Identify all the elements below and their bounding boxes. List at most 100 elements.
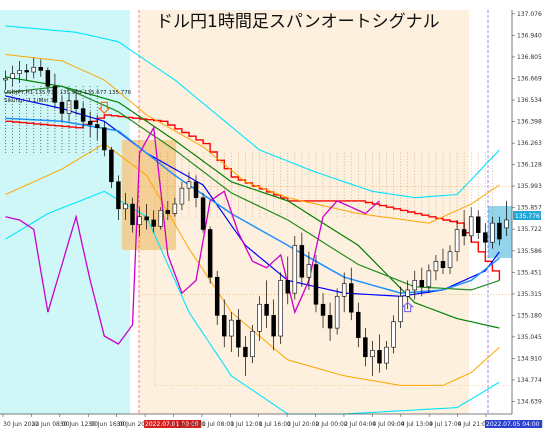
signal-dot <box>442 179 444 181</box>
signal-dot <box>463 194 465 196</box>
signal-dot <box>89 151 91 153</box>
signal-dot <box>209 173 211 175</box>
signal-dot <box>400 176 402 178</box>
signal-dot <box>26 85 28 87</box>
signal-dot <box>237 206 239 208</box>
signal-dot <box>40 148 42 150</box>
signal-dot <box>273 179 275 181</box>
signal-dot <box>477 167 479 169</box>
price-axis[interactable]: 137.076136.940136.805136.669136.534136.3… <box>512 11 542 406</box>
signal-dot <box>181 167 183 169</box>
signal-dot <box>82 136 84 138</box>
candle <box>236 309 241 357</box>
signal-dot <box>195 173 197 175</box>
candle-body <box>285 280 290 294</box>
signal-dot <box>287 209 289 211</box>
signal-dot <box>5 136 6 138</box>
signal-dot <box>456 194 458 196</box>
signal-dot <box>463 155 465 157</box>
candle <box>222 299 227 348</box>
signal-dot <box>259 191 260 193</box>
signal-dot <box>82 97 84 99</box>
signal-dot <box>230 167 232 169</box>
signal-dot <box>287 182 289 184</box>
signal-dot <box>160 167 162 169</box>
signal-dot <box>216 155 218 157</box>
signal-dot <box>435 203 437 205</box>
signal-dot <box>294 182 296 184</box>
signal-dot <box>463 200 465 202</box>
signal-dot <box>414 191 416 193</box>
signal-dot <box>82 142 84 144</box>
time-tick-label: 2022.07.01 00:00 <box>145 421 199 428</box>
signal-dot <box>379 152 380 154</box>
signal-dot <box>40 97 42 99</box>
signal-dot <box>470 167 472 169</box>
signal-dot <box>19 139 21 141</box>
signal-dot <box>40 100 42 102</box>
signal-dot <box>89 127 91 129</box>
signal-dot <box>252 203 253 205</box>
signal-dot <box>470 203 472 205</box>
signal-dot <box>343 161 345 163</box>
signal-dot <box>230 203 232 205</box>
signal-dot <box>181 170 183 172</box>
candle-body <box>334 295 340 329</box>
signal-dot <box>245 215 246 217</box>
signal-dot <box>414 170 416 172</box>
candle-body <box>95 124 100 129</box>
signal-dot <box>273 170 275 172</box>
signal-dot <box>343 206 345 208</box>
signal-dot <box>393 197 394 199</box>
signal-dot <box>33 97 35 99</box>
signal-dot <box>82 103 84 105</box>
signal-dot <box>336 188 338 190</box>
signal-dot <box>336 176 338 178</box>
signal-dot <box>372 173 373 175</box>
signal-dot <box>19 91 21 93</box>
signal-dot <box>315 170 317 172</box>
candle <box>306 251 312 290</box>
signal-dot <box>19 151 21 153</box>
signal-dot <box>287 191 289 193</box>
signal-dot <box>167 200 169 202</box>
signal-dot <box>301 206 303 208</box>
signal-dot <box>89 118 91 120</box>
signal-dot <box>209 179 211 181</box>
signal-dot <box>301 182 303 184</box>
signal-dot <box>26 121 28 123</box>
indicator-line-1 <box>5 95 500 297</box>
signal-dot <box>343 209 345 211</box>
signal-dot <box>202 161 204 163</box>
signal-dot <box>202 185 204 187</box>
signal-dot <box>449 206 451 208</box>
signal-dot <box>329 167 331 169</box>
signal-dot <box>407 200 409 202</box>
candle <box>80 102 86 128</box>
signal-dot <box>68 88 70 90</box>
time-tick-label: 30 Jun 16:00 <box>88 421 126 428</box>
candle <box>17 60 22 84</box>
signal-dot <box>89 106 91 108</box>
signal-dot <box>336 152 338 154</box>
signal-dot <box>386 170 387 172</box>
signal-dot <box>294 197 296 199</box>
signal-dot <box>491 179 493 181</box>
signal-dot <box>407 191 409 193</box>
signal-dot <box>280 179 282 181</box>
signal-dot <box>280 188 282 190</box>
signal-dot <box>336 206 338 208</box>
signal-dot <box>280 215 282 217</box>
signal-dot <box>421 158 423 160</box>
signal-dot <box>181 212 183 214</box>
signal-dot <box>322 179 324 181</box>
signal-dot <box>477 164 479 166</box>
signal-dot <box>5 151 6 153</box>
signal-dot <box>259 209 260 211</box>
signal-dot <box>82 118 84 120</box>
signal-dot <box>393 194 394 196</box>
signal-dot <box>259 176 260 178</box>
